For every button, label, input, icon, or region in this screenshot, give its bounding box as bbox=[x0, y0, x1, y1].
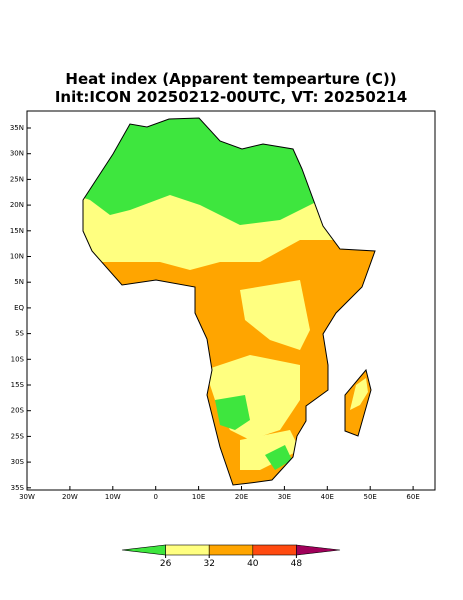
lon-label: 10E bbox=[192, 493, 205, 501]
lat-label: 35N bbox=[10, 124, 24, 132]
colorbar-swatch bbox=[165, 544, 210, 556]
lat-label: 5S bbox=[15, 330, 24, 338]
lon-label: 60E bbox=[406, 493, 419, 501]
lon-label: 20W bbox=[62, 493, 78, 501]
colorbar-swatch bbox=[252, 544, 297, 556]
colorbar-label: 32 bbox=[203, 559, 214, 569]
lat-label: 20S bbox=[11, 407, 25, 415]
colorbar-swatch bbox=[121, 544, 166, 556]
lat-label: 25N bbox=[10, 175, 24, 183]
lon-label: 50E bbox=[364, 493, 377, 501]
lat-label: 30S bbox=[11, 458, 25, 466]
lat-label: 30N bbox=[10, 150, 24, 158]
lat-label: 10S bbox=[11, 355, 25, 363]
colorbar-label: 26 bbox=[160, 559, 172, 569]
colorbar-label: 40 bbox=[247, 559, 259, 569]
map-subtitle: Init:ICON 20250212-00UTC, VT: 20250214 bbox=[55, 88, 407, 106]
lon-label: 20E bbox=[235, 493, 248, 501]
lon-label: 40E bbox=[321, 493, 334, 501]
lon-label: 0 bbox=[153, 493, 157, 501]
lat-label: 25S bbox=[11, 432, 25, 440]
lat-label: 5N bbox=[14, 278, 24, 286]
colorbar-swatch bbox=[296, 544, 341, 556]
lon-label: 10W bbox=[105, 493, 121, 501]
madagascar-field bbox=[350, 378, 368, 410]
lat-label: 35S bbox=[11, 484, 25, 492]
lat-label: 15S bbox=[11, 381, 25, 389]
colorbar-swatch bbox=[208, 544, 254, 556]
lat-label: EQ bbox=[14, 304, 24, 312]
coastline bbox=[82, 117, 376, 486]
lat-label: 10N bbox=[10, 253, 24, 261]
lon-label: 30W bbox=[19, 493, 35, 501]
colorbar: 26 32 40 48 bbox=[121, 544, 341, 569]
colorbar-label: 48 bbox=[291, 559, 303, 569]
axis-ticks: 35N 30N 25N 20N 15N 10N 5N EQ 5S 10S 15S 20S 25S 30S 3… bbox=[10, 124, 420, 501]
lat-label: 15N bbox=[10, 227, 24, 235]
lat-label: 20N bbox=[10, 201, 24, 209]
map-title: Heat index (Apparent tempearture (C)) bbox=[65, 70, 396, 88]
lon-label: 30E bbox=[278, 493, 291, 501]
